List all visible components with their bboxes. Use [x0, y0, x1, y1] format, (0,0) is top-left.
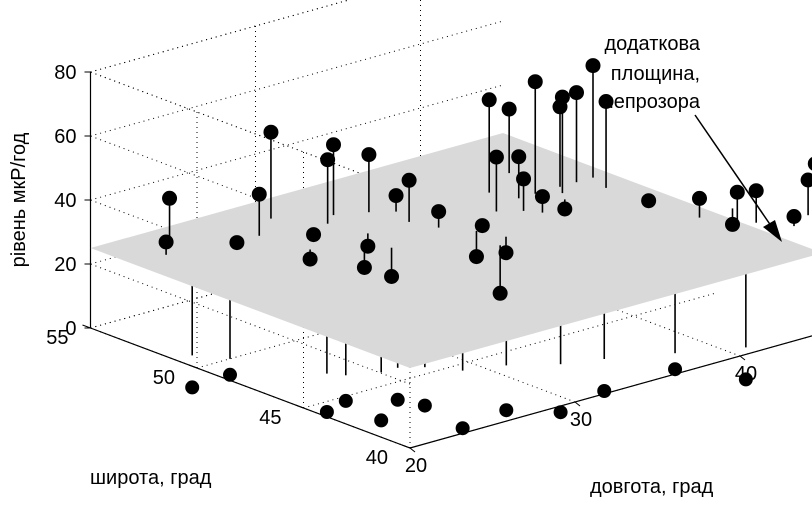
- annotation-arrow: [694, 114, 782, 242]
- data-point: [326, 137, 341, 153]
- data-point: [807, 156, 812, 171]
- y-tick-label: 55: [46, 327, 68, 349]
- y-tick-mark: [188, 364, 198, 369]
- data-point: [557, 201, 573, 217]
- y-tick-label: 45: [259, 407, 281, 429]
- points-above-plane: [158, 58, 812, 301]
- data-point: [585, 58, 601, 74]
- grid-line: [90, 135, 411, 257]
- grid-line: [90, 71, 411, 193]
- data-point-below: [338, 393, 353, 408]
- grid-line: [90, 263, 411, 385]
- data-point-below: [223, 367, 237, 382]
- y-tick-mark: [401, 444, 411, 449]
- data-point-below: [390, 392, 405, 407]
- data-point: [481, 92, 497, 108]
- data-point: [800, 172, 812, 188]
- data-point: [401, 172, 417, 188]
- x-tick-label: 40: [735, 363, 757, 385]
- data-point: [356, 260, 372, 275]
- y-axis-line: [90, 327, 411, 449]
- y-tick-mark: [295, 404, 304, 409]
- data-point-below: [553, 405, 568, 420]
- data-point: [158, 234, 174, 250]
- data-point-below: [417, 398, 432, 413]
- data-point: [641, 193, 657, 209]
- data-point: [162, 190, 178, 206]
- x-tick-mark: [409, 447, 416, 453]
- data-point: [598, 94, 614, 109]
- data-point: [474, 218, 490, 234]
- data-point: [725, 216, 740, 232]
- data-point: [388, 188, 404, 204]
- data-point-below: [319, 405, 334, 419]
- data-point: [748, 183, 764, 199]
- x-tick-mark: [739, 355, 746, 361]
- annotation-line-2: площина,: [611, 63, 700, 85]
- data-point-below: [374, 413, 389, 428]
- annotation-line-3: непрозора: [603, 91, 701, 113]
- x-axis-line: [409, 335, 812, 449]
- data-point: [511, 149, 527, 165]
- annotation-line-1: додаткова: [605, 33, 701, 55]
- x-tick-label: 20: [405, 455, 427, 477]
- data-point-below: [455, 421, 470, 436]
- data-point-below: [499, 403, 514, 418]
- data-point: [527, 74, 543, 90]
- data-point: [320, 152, 336, 168]
- y-axis-label: широта, град: [90, 467, 212, 489]
- grid-line: [90, 0, 351, 73]
- tick-labels: 0 20 40 60 80 40 45 50 55 20 30 40: [46, 62, 757, 477]
- data-point: [516, 171, 532, 187]
- y-tick-label: 40: [366, 447, 388, 469]
- data-point: [569, 85, 584, 101]
- data-point: [229, 235, 245, 251]
- y-tick-mark: [82, 324, 91, 329]
- plane-surface: [90, 133, 812, 368]
- z-tick-label: 60: [54, 126, 76, 148]
- y-tick-label: 50: [153, 367, 175, 389]
- grid-line: [90, 20, 504, 137]
- data-point-below: [597, 384, 612, 398]
- z-tick-label: 20: [54, 254, 76, 276]
- data-point: [498, 245, 514, 261]
- z-tick-label: 0: [65, 318, 76, 340]
- data-point-below: [738, 372, 753, 387]
- data-point: [501, 101, 517, 117]
- data-point: [729, 184, 745, 200]
- x-axis-label: довгота, град: [590, 476, 714, 498]
- z-tick-label: 40: [54, 190, 76, 212]
- x-tick-mark: [574, 401, 581, 407]
- data-point-below: [185, 380, 200, 395]
- data-point: [488, 149, 504, 165]
- data-point: [492, 285, 508, 301]
- z-axis-label: рівень мкР/год: [8, 132, 30, 267]
- z-tick-label: 80: [54, 62, 76, 84]
- data-point: [360, 238, 376, 254]
- data-point: [692, 190, 707, 206]
- data-point: [468, 249, 484, 265]
- x-tick-label: 30: [570, 409, 592, 431]
- data-point: [251, 186, 267, 202]
- data-point-below: [668, 362, 683, 377]
- data-point: [384, 269, 400, 284]
- data-point: [361, 147, 377, 163]
- grid-line: [90, 0, 351, 73]
- data-point: [534, 189, 550, 205]
- data-point: [552, 99, 568, 115]
- data-point: [302, 251, 318, 267]
- data-point: [431, 204, 447, 220]
- data-point: [306, 227, 322, 243]
- data-point: [786, 209, 802, 224]
- data-point: [263, 124, 279, 140]
